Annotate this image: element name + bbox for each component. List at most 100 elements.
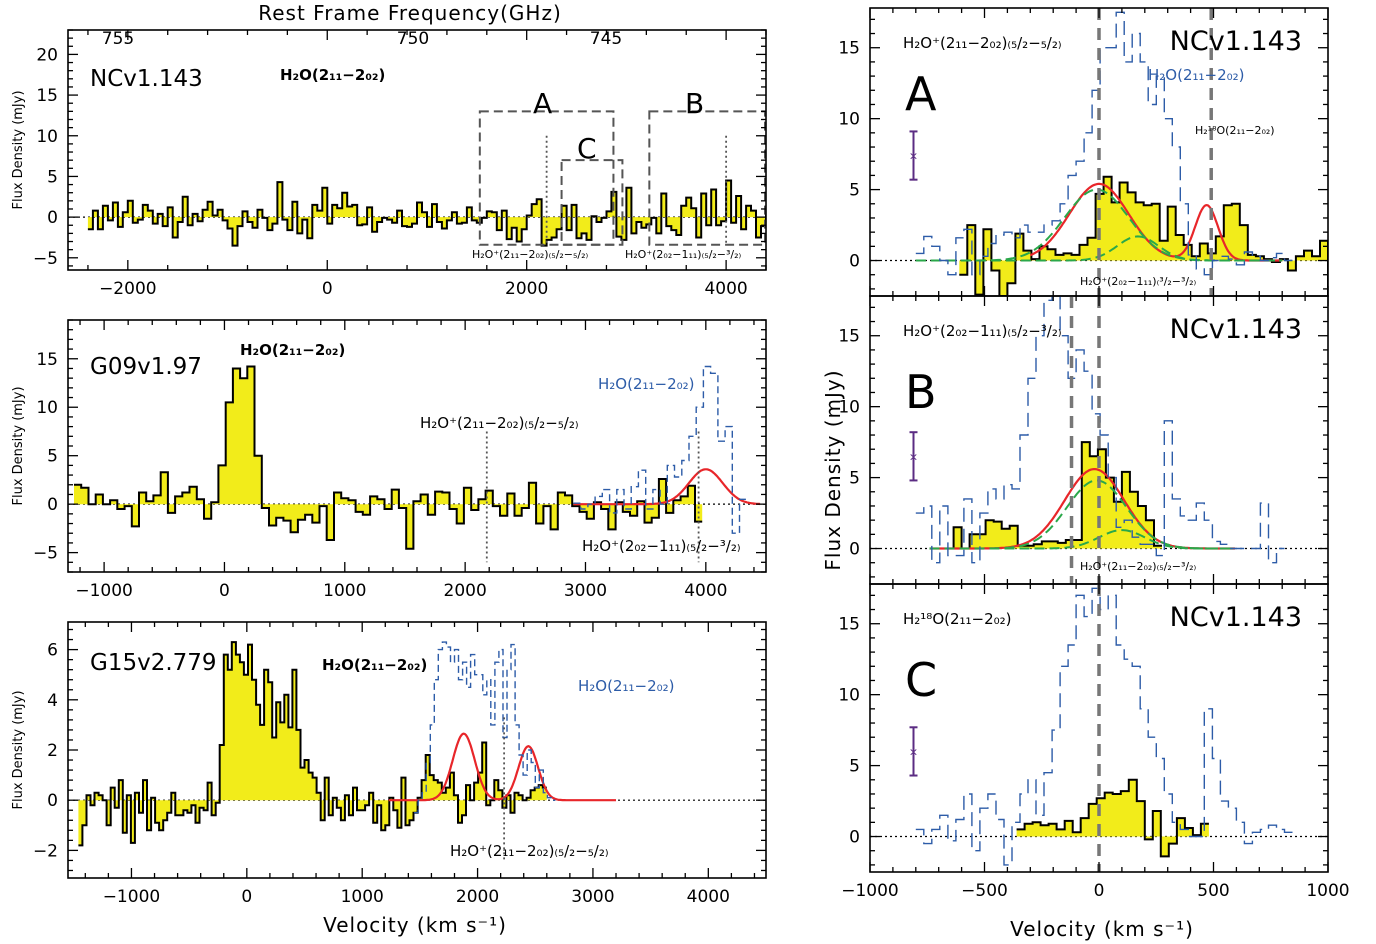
- line-label-main: H₂¹⁸O(2₁₁−2₀₂): [903, 610, 1012, 628]
- y-tick-label: −2: [33, 841, 58, 861]
- top-tick-label: 750: [397, 29, 429, 49]
- zoom-box-A: [478, 110, 615, 246]
- line-label-h2op-2: H₂O⁺(2₀₂−1₁₁)₍₅/₂−³/₂₎: [625, 248, 742, 261]
- x-tick-label: −1000: [841, 881, 899, 901]
- x-tick-label: 0: [322, 279, 333, 299]
- y-axis-label: Flux Density (mJy): [11, 690, 26, 809]
- x-tick-label: −2000: [99, 279, 157, 299]
- y-tick-label: 2: [47, 741, 58, 761]
- panel-ncv1-143-overview: −2000 0 2000 4000 −5 0 5 10 15 20 Flux Density (mJ…: [11, 29, 767, 299]
- box-label-A: A: [533, 87, 552, 120]
- y-tick-label: 10: [36, 127, 58, 147]
- panel-title: NCv1.143: [1170, 314, 1302, 345]
- spectrum-histogram: [929, 441, 1162, 550]
- panel-title: NCv1.143: [1170, 602, 1302, 633]
- line-label-sub: H₂O⁺(2₁₁−2₀₂)₍₅/₂−³/₂₎: [1080, 560, 1197, 573]
- line-label-sub: H₂O⁺(2₀₂−1₁₁)₍³/₂−³/₂₎: [1080, 275, 1197, 288]
- line-label-h2o-template: H₂O(2₁₁−2₀₂): [598, 375, 695, 393]
- error-bar-point: ×: [909, 745, 918, 758]
- top-axis-label: Rest Frame Frequency(GHz): [258, 1, 562, 25]
- axes-frame: [67, 29, 767, 271]
- y-tick-label: 0: [849, 828, 860, 848]
- x-tick-label: 0: [241, 887, 252, 907]
- y-tick-label: 10: [838, 686, 860, 706]
- x-tick-label: 4000: [687, 887, 730, 907]
- panel-g15v2-779: −1000 0 1000 2000 3000 4000 −2 0 2 4 6 Flux Density…: [11, 621, 767, 907]
- water-template-histogram: [915, 296, 1285, 564]
- line-label-h2op-2: H₂O⁺(2₀₂−1₁₁)₍₅/₂−³/₂₎: [582, 537, 741, 555]
- panel-ncv1-143-C: × −1000 −500 0 500 1000 0 5 10 15 NCv1.143 C H₂¹⁸O(2…: [838, 583, 1350, 901]
- y-tick-label: 5: [47, 447, 58, 467]
- line-label-main: H₂O⁺(2₀₂−1₁₁)₍₅/₂−³/₂₎: [903, 322, 1062, 340]
- plot-area: [870, 8, 1328, 296]
- x-tick-label: 4000: [684, 581, 727, 601]
- x-tick-label: 1000: [341, 887, 384, 907]
- y-tick-label: 15: [36, 350, 58, 370]
- plot-area: [870, 296, 1328, 584]
- panel-title: G15v2.779: [90, 650, 217, 676]
- error-bar-point: ×: [909, 150, 918, 163]
- x-tick-label: 3000: [571, 887, 614, 907]
- y-tick-label: 5: [47, 167, 58, 187]
- box-label-C: C: [577, 132, 597, 165]
- y-tick-label: 15: [36, 86, 58, 106]
- panel-g09v1-97: −1000 0 1000 2000 3000 4000 −5 0 5 10 15 Flux Densi…: [11, 319, 767, 601]
- plot-area: [870, 584, 1328, 872]
- x-tick-label: 2000: [444, 581, 487, 601]
- x-tick-label: 1000: [1306, 881, 1349, 901]
- panel-title: NCv1.143: [90, 66, 203, 92]
- plot-area: [68, 365, 766, 563]
- line-label-main: H₂O⁺(2₁₁−2₀₂)₍₅/₂−₅/₂₎: [903, 34, 1062, 52]
- y-axis-label: Flux Density (mJy): [11, 386, 26, 505]
- error-bar-point: ×: [909, 450, 918, 463]
- y-axis-label: Flux Density (mJy): [11, 90, 26, 209]
- panel-letter: B: [905, 365, 937, 419]
- spectrum-fill: [74, 366, 703, 549]
- y-tick-label: −5: [33, 544, 58, 564]
- x-tick-label: 0: [219, 581, 230, 601]
- plot-area: [68, 135, 766, 247]
- y-tick-label: −5: [33, 249, 58, 269]
- panel-letter: C: [905, 653, 937, 707]
- line-label-h2o-template: H₂O(2₁₁−2₀₂): [1148, 66, 1245, 84]
- spectrum-fill: [78, 642, 547, 846]
- zoom-box-C: [560, 159, 624, 246]
- x-tick-label: 1000: [323, 581, 366, 601]
- y-tick-label: 15: [838, 39, 860, 59]
- plot-area: [68, 641, 766, 861]
- y-tick-label: 15: [838, 615, 860, 635]
- x-tick-label: −500: [961, 881, 1008, 901]
- y-tick-label: 20: [36, 45, 58, 65]
- x-tick-label: −1000: [103, 887, 161, 907]
- y-tick-label: 4: [47, 691, 58, 711]
- line-label-h2o: H₂O(2₁₁−2₀₂): [322, 656, 427, 674]
- x-tick-label: 0: [1094, 881, 1105, 901]
- y-tick-label: 10: [838, 110, 860, 130]
- box-label-B: B: [685, 87, 704, 120]
- line-label-h2o: H₂O(2₁₁−2₀₂): [240, 341, 345, 359]
- y-tick-label: 10: [36, 398, 58, 418]
- line-label-h2o-template: H₂O(2₁₁−2₀₂): [578, 677, 675, 695]
- y-tick-label: 6: [47, 641, 58, 661]
- top-tick-label: 755: [102, 29, 134, 49]
- panel-ncv1-143-B: × 0 5 10 15 NCv1.143 B H₂O⁺(2₀₂−1₁₁)₍₅/₂−³/₂₎ H₂…: [838, 295, 1329, 585]
- spectrum-histogram: [87, 179, 766, 247]
- y-tick-label: 0: [849, 252, 860, 272]
- zoom-box-B: [648, 110, 767, 246]
- line-label-h2op-1: H₂O⁺(2₁₁−2₀₂)₍₅/₂−₅/₂₎: [472, 248, 589, 261]
- line-label-h2op-1: H₂O⁺(2₁₁−2₀₂)₍₅/₂−₅/₂₎: [420, 414, 579, 432]
- water-template-histogram: [915, 11, 1293, 276]
- water-template-histogram: [414, 641, 556, 814]
- x-tick-label: 500: [1197, 881, 1229, 901]
- y-tick-label: 0: [849, 540, 860, 560]
- panel-ncv1-143-A: × 0 5 10 15 NCv1.143 A H₂O⁺(2₁₁−2₀₂)₍₅/₂−₅/₂₎ H₂…: [838, 7, 1329, 297]
- gaussian-fit-curve: [388, 732, 616, 802]
- x-tick-label: 2000: [505, 279, 548, 299]
- y-tick-label: 10: [838, 398, 860, 418]
- y-axis-label-right: Flux Density (mJy): [821, 369, 845, 570]
- spectrum-histogram: [1016, 778, 1209, 858]
- line-label-h2o: H₂O(2₁₁−2₀₂): [280, 66, 385, 84]
- y-tick-label: 5: [849, 757, 860, 777]
- top-tick-label: 745: [590, 29, 622, 49]
